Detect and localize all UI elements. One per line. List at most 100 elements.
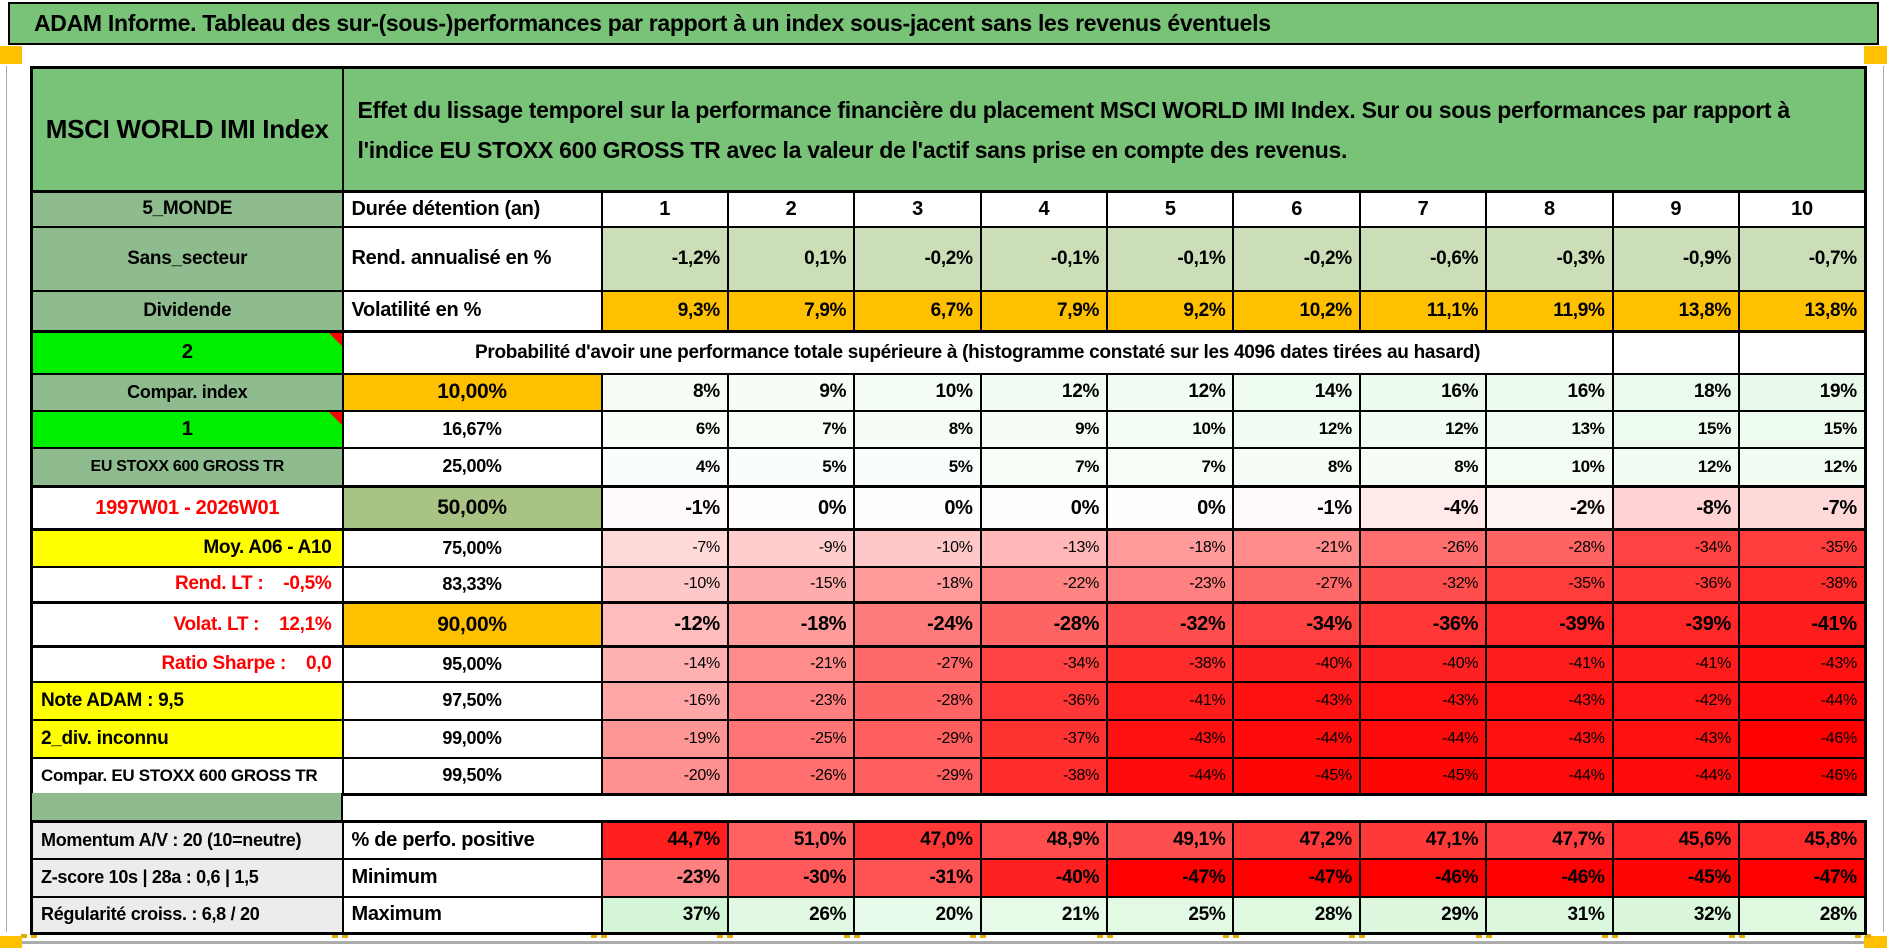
cell-p0-c4[interactable]: 12% (979, 372, 1109, 412)
cell-p4-c10[interactable]: -35% (1738, 528, 1867, 568)
cell-p3-c4[interactable]: 0% (979, 485, 1109, 531)
cell-p6-c4[interactable]: -28% (979, 601, 1109, 648)
cell-b0-c1[interactable]: 44,7% (600, 820, 729, 860)
cell-rend_row-c8[interactable]: -0,3% (1485, 225, 1614, 292)
cell-b2-c1[interactable]: 37% (600, 895, 729, 935)
cell-p7-c7[interactable]: -40% (1358, 645, 1488, 683)
cell-p0-c3[interactable]: 10% (853, 372, 982, 412)
row-label-cell[interactable]: 2_div. inconnu (30, 718, 344, 759)
cell-b2-c6[interactable]: 28% (1232, 895, 1361, 935)
cell-b2-c5[interactable]: 25% (1106, 895, 1235, 935)
cell-b1-c4[interactable]: -40% (979, 857, 1109, 898)
probability-threshold-cell[interactable]: 50,00% (341, 485, 603, 531)
row-label-cell[interactable]: Compar. index (30, 372, 344, 412)
probability-threshold-cell[interactable]: 99,00% (341, 718, 603, 759)
cell-p10-c3[interactable]: -29% (853, 756, 982, 796)
stat-label-cell[interactable]: Momentum A/V : 20 (10=neutre) (30, 820, 344, 860)
cell-p9-c2[interactable]: -25% (726, 718, 856, 759)
row-label-cell[interactable]: Note ADAM : 9,5 (30, 680, 344, 721)
cell-p4-c3[interactable]: -10% (853, 528, 982, 568)
cell-p6-c7[interactable]: -36% (1358, 601, 1488, 648)
cell-p9-c9[interactable]: -43% (1611, 718, 1741, 759)
cell-p10-c5[interactable]: -44% (1106, 756, 1235, 796)
cell-volat_row-c5[interactable]: 9,2% (1106, 289, 1235, 333)
cell-duree_row-c8[interactable]: 8 (1485, 190, 1614, 228)
cell-p2-c1[interactable]: 4% (600, 446, 729, 488)
cell-p0-c10[interactable]: 19% (1738, 372, 1867, 412)
cell-p7-c8[interactable]: -41% (1485, 645, 1614, 683)
cell-p1-c4[interactable]: 9% (979, 409, 1109, 449)
cell-p1-c10[interactable]: 15% (1738, 409, 1867, 449)
cell-p6-c10[interactable]: -41% (1738, 601, 1867, 648)
cell-duree_row-c4[interactable]: 4 (979, 190, 1109, 228)
cell-p0-c8[interactable]: 16% (1485, 372, 1614, 412)
cell-p7-c6[interactable]: -40% (1232, 645, 1361, 683)
row-label-cell[interactable]: EU STOXX 600 GROSS TR (30, 446, 344, 488)
cell-p5-c1[interactable]: -10% (600, 565, 729, 604)
cell-b0-c9[interactable]: 45,6% (1611, 820, 1741, 860)
row-label-cell[interactable]: 1997W01 - 2026W01 (30, 485, 344, 531)
cell-b0-c3[interactable]: 47,0% (853, 820, 982, 860)
stat-label-cell[interactable]: Régularité croiss. : 6,8 / 20 (30, 895, 344, 935)
cell-p5-c3[interactable]: -18% (853, 565, 982, 604)
probability-threshold-cell[interactable]: 90,00% (341, 601, 603, 648)
cell-p9-c6[interactable]: -44% (1232, 718, 1361, 759)
cell-p7-c5[interactable]: -38% (1106, 645, 1235, 683)
cell-rend_row-c1[interactable]: -1,2% (600, 225, 729, 292)
cell-p7-c9[interactable]: -41% (1611, 645, 1741, 683)
cell-p8-c5[interactable]: -41% (1106, 680, 1235, 721)
cell-p1-c3[interactable]: 8% (853, 409, 982, 449)
cell-p7-c3[interactable]: -27% (853, 645, 982, 683)
cell-p9-c8[interactable]: -43% (1485, 718, 1614, 759)
probability-threshold-cell[interactable]: 16,67% (341, 409, 603, 449)
cell-b1-c9[interactable]: -45% (1611, 857, 1741, 898)
cell-p10-c6[interactable]: -45% (1232, 756, 1361, 796)
cell-p10-c1[interactable]: -20% (600, 756, 729, 796)
cell-p2-c7[interactable]: 8% (1358, 446, 1488, 488)
cell-b2-c10[interactable]: 28% (1738, 895, 1867, 935)
cell-b1-c5[interactable]: -47% (1106, 857, 1235, 898)
row-label-cell[interactable]: Volat. LT : 12,1% (30, 601, 344, 648)
cell-p10-c4[interactable]: -38% (979, 756, 1109, 796)
cell-p3-c9[interactable]: -8% (1611, 485, 1741, 531)
row-label-cell[interactable]: 2 (30, 330, 344, 375)
cell-b1-c1[interactable]: -23% (600, 857, 729, 898)
cell-p9-c5[interactable]: -43% (1106, 718, 1235, 759)
cell-p4-c1[interactable]: -7% (600, 528, 729, 568)
cell-rend_row-c3[interactable]: -0,2% (853, 225, 982, 292)
cell-p10-c7[interactable]: -45% (1358, 756, 1488, 796)
cell-p6-c1[interactable]: -12% (600, 601, 729, 648)
cell-p6-c9[interactable]: -39% (1611, 601, 1741, 648)
probability-threshold-cell[interactable]: 10,00% (341, 372, 603, 412)
cell-duree_row-c1[interactable]: 1 (600, 190, 729, 228)
cell-p10-c2[interactable]: -26% (726, 756, 856, 796)
cell-p8-c8[interactable]: -43% (1485, 680, 1614, 721)
cell-p7-c2[interactable]: -21% (726, 645, 856, 683)
index-name-cell[interactable]: MSCI WORLD IMI Index (30, 66, 344, 193)
probability-threshold-cell[interactable]: 95,00% (341, 645, 603, 683)
row-label-cell[interactable]: Ratio Sharpe : 0,0 (30, 645, 344, 683)
row-label-cell[interactable]: Rend. LT : -0,5% (30, 565, 344, 604)
cell-p3-c5[interactable]: 0% (1106, 485, 1235, 531)
cell-p0-c6[interactable]: 14% (1232, 372, 1361, 412)
cell-p1-c5[interactable]: 10% (1106, 409, 1235, 449)
cell-b2-c8[interactable]: 31% (1485, 895, 1614, 935)
cell-p1-c2[interactable]: 7% (726, 409, 856, 449)
cell-b1-c8[interactable]: -46% (1485, 857, 1614, 898)
cell-rend_row-c9[interactable]: -0,9% (1611, 225, 1741, 292)
probability-threshold-cell[interactable]: 75,00% (341, 528, 603, 568)
cell-p1-c7[interactable]: 12% (1358, 409, 1488, 449)
cell-p4-c4[interactable]: -13% (979, 528, 1109, 568)
cell-rend_row-c7[interactable]: -0,6% (1358, 225, 1488, 292)
cell-p5-c6[interactable]: -27% (1232, 565, 1361, 604)
cell-p8-c3[interactable]: -28% (853, 680, 982, 721)
row-label-cell[interactable]: Sans_secteur (30, 225, 344, 292)
cell-p5-c2[interactable]: -15% (726, 565, 856, 604)
cell-rend_row-c10[interactable]: -0,7% (1738, 225, 1867, 292)
cell-b1-c3[interactable]: -31% (853, 857, 982, 898)
header-description-cell[interactable]: Effet du lissage temporel sur la perform… (341, 66, 1867, 193)
cell-p2-c5[interactable]: 7% (1106, 446, 1235, 488)
cell-b0-c2[interactable]: 51,0% (726, 820, 856, 860)
cell-b0-c5[interactable]: 49,1% (1106, 820, 1235, 860)
cell-p9-c10[interactable]: -46% (1738, 718, 1867, 759)
